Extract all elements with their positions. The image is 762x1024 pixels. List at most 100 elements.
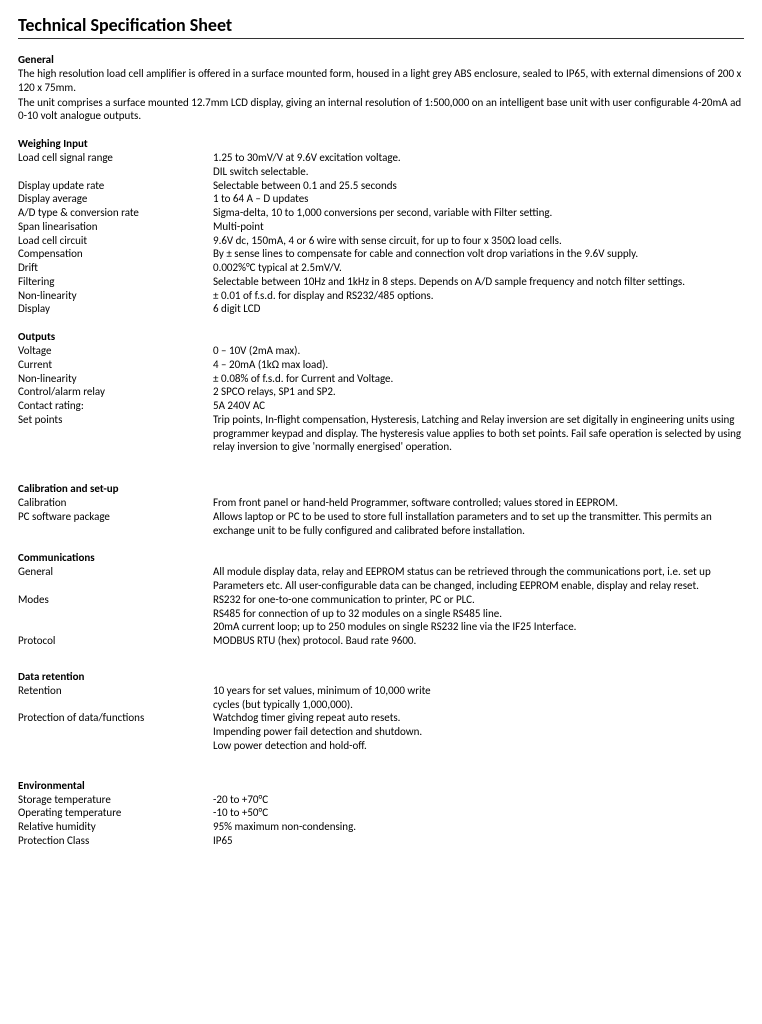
spec-label: Storage temperature: [18, 793, 213, 807]
spec-value: Allows laptop or PC to be used to store …: [213, 510, 744, 538]
spec-label: Non-linearity: [18, 289, 213, 303]
spec-row: Non-linearity± 0.08% of f.s.d. for Curre…: [18, 372, 744, 386]
spec-label: Protocol: [18, 634, 213, 648]
spec-value: ± 0.08% of f.s.d. for Current and Voltag…: [213, 372, 744, 386]
spec-rows: Voltage0 – 10V (2mA max).Current4 – 20mA…: [18, 344, 744, 454]
spec-label: Non-linearity: [18, 372, 213, 386]
spec-value: 5A 240V AC: [213, 399, 744, 413]
spec-row: FilteringSelectable between 10Hz and 1kH…: [18, 275, 744, 289]
spec-value: 1.25 to 30mV/V at 9.6V excitation voltag…: [213, 151, 744, 165]
spec-row: Low power detection and hold-off.: [18, 739, 744, 753]
spec-value: Multi-point: [213, 220, 744, 234]
spec-value: Selectable between 10Hz and 1kHz in 8 st…: [213, 275, 744, 289]
spec-label: Control/alarm relay: [18, 385, 213, 399]
spec-row: PC software packageAllows laptop or PC t…: [18, 510, 744, 538]
section-weighing: Weighing Input Load cell signal range1.2…: [18, 137, 744, 316]
spec-label: Operating temperature: [18, 806, 213, 820]
section-heading: Communications: [18, 551, 744, 564]
spec-value: From front panel or hand-held Programmer…: [213, 496, 744, 510]
spec-label: Span linearisation: [18, 220, 213, 234]
spec-row: Voltage0 – 10V (2mA max).: [18, 344, 744, 358]
spec-label: Display: [18, 302, 213, 316]
section-calibration: Calibration and set-up CalibrationFrom f…: [18, 482, 744, 537]
spec-label: Filtering: [18, 275, 213, 289]
spec-value: IP65: [213, 834, 744, 848]
spec-label: Contact rating:: [18, 399, 213, 413]
spec-label: Calibration: [18, 496, 213, 510]
page-title: Technical Specification Sheet: [18, 14, 744, 39]
section-heading: Weighing Input: [18, 137, 744, 150]
spec-row: ProtocolMODBUS RTU (hex) protocol. Baud …: [18, 634, 744, 648]
spec-label: Load cell circuit: [18, 234, 213, 248]
spec-value: Watchdog timer giving repeat auto resets…: [213, 711, 443, 739]
spec-row: Current4 – 20mA (1kΩ max load).: [18, 358, 744, 372]
spec-row: Storage temperature-20 to +70°C: [18, 793, 744, 807]
spec-row: Protection ClassIP65: [18, 834, 744, 848]
spec-row: Display average1 to 64 A – D updates: [18, 192, 744, 206]
spec-label: PC software package: [18, 510, 213, 538]
spec-row: Span linearisationMulti-point: [18, 220, 744, 234]
spec-rows: Storage temperature-20 to +70°COperating…: [18, 793, 744, 848]
spec-row: ModesRS232 for one-to-one communication …: [18, 593, 744, 607]
spec-row: Set pointsTrip points, In-flight compens…: [18, 413, 744, 454]
spec-label: Set points: [18, 413, 213, 454]
spec-row: Drift0.002%°C typical at 2.5mV/V.: [18, 261, 744, 275]
spec-value: 95% maximum non-condensing.: [213, 820, 744, 834]
spec-value: By ± sense lines to compensate for cable…: [213, 247, 744, 261]
spec-value: Selectable between 0.1 and 25.5 seconds: [213, 179, 744, 193]
spec-row: Load cell circuit9.6V dc, 150mA, 4 or 6 …: [18, 234, 744, 248]
spec-value: RS232 for one-to-one communication to pr…: [213, 593, 744, 607]
spec-label: A/D type & conversion rate: [18, 206, 213, 220]
spec-label: [18, 739, 213, 753]
spec-row: A/D type & conversion rateSigma-delta, 1…: [18, 206, 744, 220]
spec-label: Retention: [18, 684, 213, 712]
spec-row: Operating temperature-10 to +50°C: [18, 806, 744, 820]
spec-label: Compensation: [18, 247, 213, 261]
spec-row: Control/alarm relay2 SPCO relays, SP1 an…: [18, 385, 744, 399]
spec-label: Relative humidity: [18, 820, 213, 834]
spec-row: GeneralAll module display data, relay an…: [18, 565, 744, 593]
spec-value: 2 SPCO relays, SP1 and SP2.: [213, 385, 744, 399]
spec-row: Relative humidity95% maximum non-condens…: [18, 820, 744, 834]
spec-value: Trip points, In-flight compensation, Hys…: [213, 413, 744, 454]
spec-label: [18, 165, 213, 179]
section-retention: Data retention Retention10 years for set…: [18, 670, 744, 753]
spec-label: Modes: [18, 593, 213, 607]
spec-row: 20mA current loop; up to 250 modules on …: [18, 620, 744, 634]
spec-row: CompensationBy ± sense lines to compensa…: [18, 247, 744, 261]
spec-row: Display6 digit LCD: [18, 302, 744, 316]
spec-row: CalibrationFrom front panel or hand-held…: [18, 496, 744, 510]
section-heading: Outputs: [18, 330, 744, 343]
section-communications: Communications GeneralAll module display…: [18, 551, 744, 648]
spec-label: Display average: [18, 192, 213, 206]
section-heading: Calibration and set-up: [18, 482, 744, 495]
spec-label: General: [18, 565, 213, 593]
spec-value: Sigma-delta, 10 to 1,000 conversions per…: [213, 206, 744, 220]
spec-value: 1 to 64 A – D updates: [213, 192, 744, 206]
spec-value: Low power detection and hold-off.: [213, 739, 443, 753]
general-p1: The high resolution load cell amplifier …: [18, 67, 744, 95]
spec-label: Protection Class: [18, 834, 213, 848]
spec-label: Current: [18, 358, 213, 372]
spec-row: RS485 for connection of up to 32 modules…: [18, 607, 744, 621]
spec-row: Non-linearity± 0.01 of f.s.d. for displa…: [18, 289, 744, 303]
spec-row: Load cell signal range1.25 to 30mV/V at …: [18, 151, 744, 165]
spec-value: 4 – 20mA (1kΩ max load).: [213, 358, 744, 372]
spec-rows: CalibrationFrom front panel or hand-held…: [18, 496, 744, 537]
spec-value: All module display data, relay and EEPRO…: [213, 565, 744, 593]
spec-value: -20 to +70°C: [213, 793, 744, 807]
spec-value: -10 to +50°C: [213, 806, 744, 820]
spec-value: 9.6V dc, 150mA, 4 or 6 wire with sense c…: [213, 234, 744, 248]
spec-label: Drift: [18, 261, 213, 275]
spec-row: Retention10 years for set values, minimu…: [18, 684, 744, 712]
spec-value: RS485 for connection of up to 32 modules…: [213, 607, 744, 621]
spec-value: 20mA current loop; up to 250 modules on …: [213, 620, 744, 634]
spec-value: 10 years for set values, minimum of 10,0…: [213, 684, 443, 712]
spec-rows: Load cell signal range1.25 to 30mV/V at …: [18, 151, 744, 316]
section-heading: General: [18, 53, 744, 66]
section-heading: Environmental: [18, 779, 744, 792]
spec-value: 6 digit LCD: [213, 302, 744, 316]
spec-value: ± 0.01 of f.s.d. for display and RS232/4…: [213, 289, 744, 303]
spec-value: MODBUS RTU (hex) protocol. Baud rate 960…: [213, 634, 744, 648]
spec-label: [18, 620, 213, 634]
